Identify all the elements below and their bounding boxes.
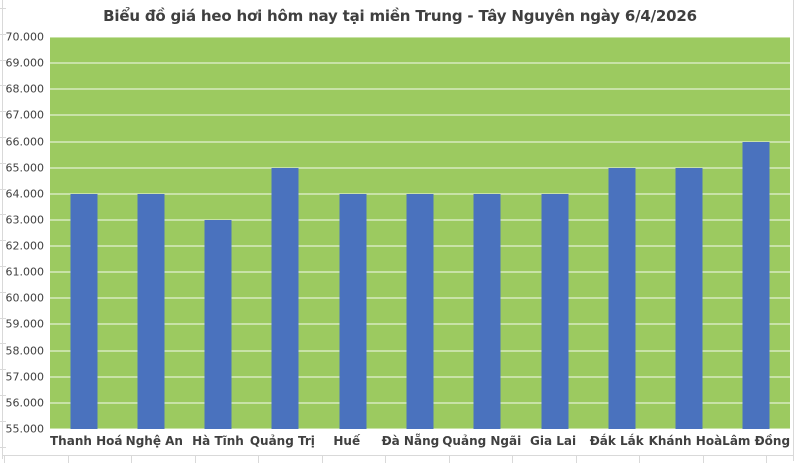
spreadsheet-edge-right <box>793 0 794 461</box>
column-border-stub <box>321 456 323 463</box>
row-border-stub <box>0 33 6 35</box>
y-tick-label: 60.000 <box>5 291 45 305</box>
row-border-stub <box>0 8 6 9</box>
row-border-stub <box>0 420 6 422</box>
row-border-stub <box>0 137 6 138</box>
y-tick-label: 67.000 <box>5 108 45 122</box>
x-tick-label: Huế <box>333 434 361 448</box>
column-border-stub <box>131 456 132 463</box>
x-tick-label: Đắk Lắk <box>589 434 644 448</box>
x-tick-label: Đà Nẵng <box>381 434 440 448</box>
row-border-stub <box>0 446 6 448</box>
bar-Gia Lai[interactable] <box>541 193 569 429</box>
spreadsheet-edge-bottom <box>2 455 794 456</box>
gridline <box>50 192 790 195</box>
column-border-stub <box>639 456 640 463</box>
bar-Đà Nẵng[interactable] <box>406 193 434 429</box>
gridline <box>50 62 790 65</box>
y-tick-label: 59.000 <box>5 317 45 331</box>
bar-Lâm Đồng[interactable] <box>742 141 770 429</box>
x-tick-label: Khánh Hoà <box>648 434 723 448</box>
x-axis-labels: Thanh Hoá Nghệ An Hà Tĩnh Quảng Trị Huế Đà Nẵ… <box>50 434 790 448</box>
row-border-stub <box>0 59 6 61</box>
bar-Nghệ An[interactable] <box>137 193 165 429</box>
column-border-stub <box>766 456 767 463</box>
y-tick-label: 61.000 <box>5 265 45 279</box>
gridline <box>50 114 790 117</box>
column-border-stub <box>702 456 704 463</box>
y-tick-label: 70.000 <box>5 30 45 44</box>
y-tick-label: 69.000 <box>5 56 45 70</box>
y-tick-label: 55.000 <box>5 422 45 436</box>
y-tick-label: 58.000 <box>5 344 45 358</box>
row-border-stub <box>0 266 6 267</box>
y-tick-label: 64.000 <box>5 187 45 201</box>
y-tick-label: 68.000 <box>5 82 45 96</box>
chart-title: Biểu đồ giá heo hơi hôm nay tại miền Tru… <box>103 7 697 25</box>
gridline <box>50 166 790 169</box>
row-border-stub <box>0 291 6 293</box>
y-tick-label: 57.000 <box>5 370 45 384</box>
column-border-stub <box>385 456 386 463</box>
x-tick-label: Quảng Trị <box>249 434 315 448</box>
plot-area[interactable] <box>50 37 790 429</box>
x-tick-label: Hà Tĩnh <box>192 434 244 448</box>
row-border-stub <box>0 214 6 216</box>
column-border-stub <box>194 456 196 463</box>
row-border-stub <box>0 111 6 113</box>
bar-Quảng Ngãi[interactable] <box>473 193 501 429</box>
x-tick-label: Gia Lai <box>530 434 577 448</box>
column-border-stub <box>67 456 69 463</box>
column-border-stub <box>512 456 513 463</box>
bar-Quảng Trị[interactable] <box>271 167 299 429</box>
x-tick-label: Lâm Đồng <box>722 434 791 448</box>
y-tick-label: 62.000 <box>5 239 45 253</box>
column-border-stub <box>448 456 450 463</box>
gridline <box>50 140 790 143</box>
y-tick-label: 66.000 <box>5 135 45 149</box>
x-tick-label: Nghệ An <box>125 434 183 448</box>
column-border-stub <box>4 456 5 463</box>
bar-Khánh Hoà[interactable] <box>675 167 703 429</box>
bar-Đắk Lắk[interactable] <box>608 167 636 429</box>
row-border-stub <box>0 369 6 371</box>
spreadsheet-edge-left <box>2 0 3 459</box>
y-tick-label: 63.000 <box>5 213 45 227</box>
y-tick-label: 65.000 <box>5 161 45 175</box>
row-border-stub <box>0 317 6 319</box>
bar-Hà Tĩnh[interactable] <box>204 219 232 429</box>
y-tick-label: 56.000 <box>5 396 45 410</box>
row-border-stub <box>0 85 6 87</box>
bar-Thanh Hoá[interactable] <box>70 193 98 429</box>
x-tick-label: Thanh Hoá <box>50 434 123 448</box>
column-border-stub <box>258 456 259 463</box>
gridline <box>50 88 790 91</box>
column-border-stub <box>575 456 577 463</box>
y-axis-labels: 70.000 69.000 68.000 67.000 66.000 65.000 64.0… <box>0 31 45 436</box>
gridline <box>50 37 790 38</box>
row-border-stub <box>0 395 6 396</box>
row-border-stub <box>0 162 6 164</box>
row-border-stub <box>0 240 6 242</box>
row-border-stub <box>0 343 6 345</box>
bar-Huế[interactable] <box>339 193 367 429</box>
row-border-stub <box>0 188 6 190</box>
x-tick-label: Quảng Ngãi <box>442 434 522 448</box>
